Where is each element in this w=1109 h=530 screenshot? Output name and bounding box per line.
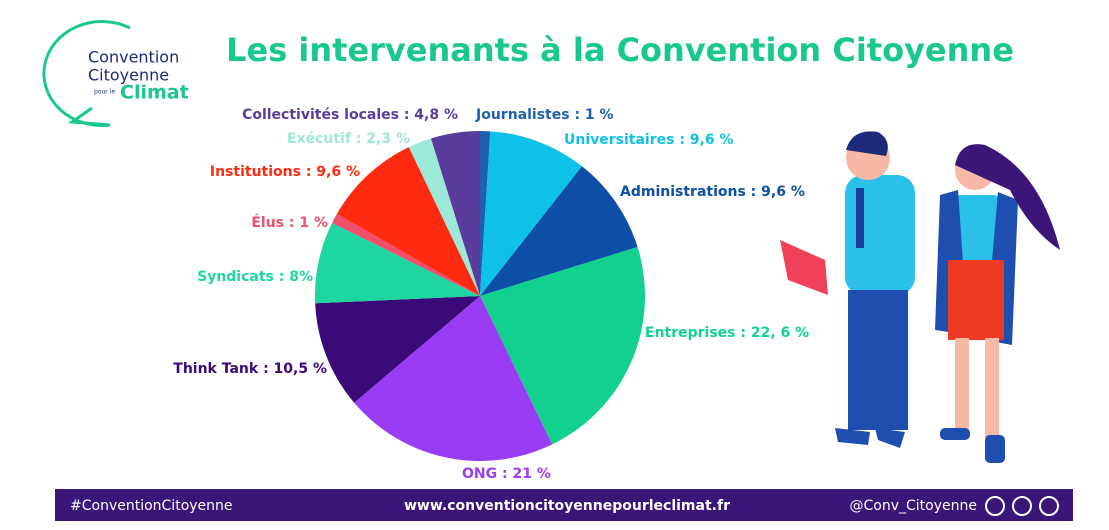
slice-label: Think Tank : 10,5 % (173, 361, 327, 377)
slice-label: Entreprises : 22, 6 % (645, 325, 809, 341)
logo: Convention Citoyenne pour le Climat (42, 20, 189, 127)
instagram-icon[interactable] (1039, 496, 1059, 516)
pie-slice (332, 213, 480, 296)
slice-label: Syndicats : 8% (197, 269, 313, 285)
pie-slice (354, 296, 553, 461)
logo-text: Convention (88, 48, 179, 67)
footer-handle: @Conv_Citoyenne (850, 498, 977, 514)
pie (315, 131, 645, 461)
slice-label: Élus : 1 % (251, 214, 328, 231)
logo-bubble (42, 20, 131, 127)
pie-slice (430, 131, 480, 296)
twitter-icon[interactable] (985, 496, 1005, 516)
footer-hashtag: #ConventionCitoyenne (70, 498, 233, 514)
pie-slice (480, 131, 582, 296)
pie-slice (480, 166, 638, 296)
slice-label: ONG : 21 % (462, 466, 551, 482)
logo-text: pour le (94, 89, 115, 96)
pie-slice (480, 246, 645, 445)
footer-url[interactable]: www.conventioncitoyennepourleclimat.fr (404, 498, 730, 514)
slice-label: Journalistes : 1 % (475, 107, 614, 123)
footer-bar (55, 489, 1073, 521)
slice-label: Administrations : 9,6 % (620, 184, 805, 200)
logo-text: Climat (120, 82, 189, 104)
pie-slice (315, 296, 480, 403)
facebook-icon[interactable] (1012, 496, 1032, 516)
chart-title: Les intervenants à la Convention Citoyen… (226, 31, 1014, 69)
slice-label: Universitaires : 9,6 % (564, 132, 734, 148)
slice-label: Collectivités locales : 4,8 % (242, 107, 458, 123)
slice-label: Exécutif : 2,3 % (287, 131, 410, 147)
pie-slice (408, 138, 480, 296)
slice-label: Institutions : 9,6 % (210, 164, 360, 180)
pie-slice (480, 131, 491, 296)
logo-text: Citoyenne (88, 66, 169, 85)
pie-slice (336, 147, 480, 296)
pie-slice (315, 222, 480, 304)
illustration (780, 131, 1060, 463)
